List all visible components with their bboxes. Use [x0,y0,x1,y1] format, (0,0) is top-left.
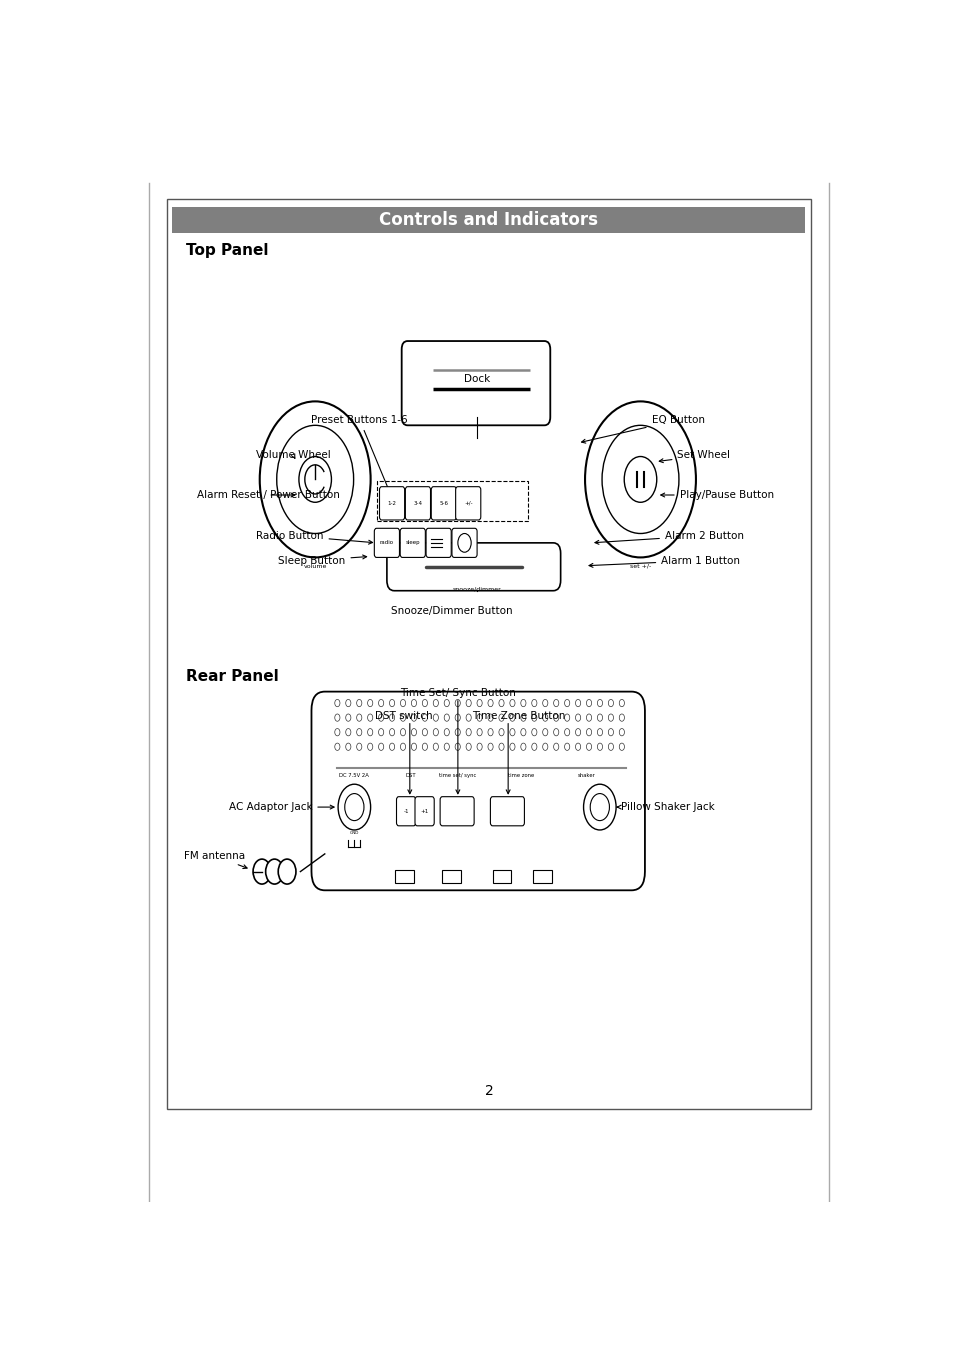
Bar [442,870,460,884]
FancyBboxPatch shape [379,486,404,520]
Text: Time Zone Button: Time Zone Button [472,711,564,720]
Circle shape [584,401,695,558]
Text: Sleep Button: Sleep Button [278,555,366,566]
FancyBboxPatch shape [456,486,480,520]
Text: snooze/dimmer: snooze/dimmer [453,586,501,592]
Bar [167,199,810,1109]
Text: time set/ sync: time set/ sync [438,773,476,778]
Circle shape [253,859,271,884]
Text: Alarm 2 Button: Alarm 2 Button [595,531,743,544]
Text: FM antenna: FM antenna [184,851,247,869]
Text: radio: radio [379,540,394,546]
Text: Volume Wheel: Volume Wheel [255,450,331,461]
Text: Alarm Reset / Power Button: Alarm Reset / Power Button [196,490,339,500]
Circle shape [590,793,609,820]
FancyBboxPatch shape [311,692,644,890]
Text: +1: +1 [420,809,428,813]
Bar [172,207,804,232]
Circle shape [259,401,370,558]
Text: DST: DST [406,773,416,778]
Text: Alarm 1 Button: Alarm 1 Button [588,555,740,567]
FancyBboxPatch shape [400,528,425,558]
FancyBboxPatch shape [387,543,560,590]
Text: Dock: Dock [463,374,490,384]
Text: Snooze/Dimmer Button: Snooze/Dimmer Button [391,607,512,616]
FancyBboxPatch shape [396,797,416,825]
Bar [492,870,511,884]
Text: Time Set/ Sync Button: Time Set/ Sync Button [399,688,516,698]
Text: Play/Pause Button: Play/Pause Button [660,490,773,500]
Text: -1: -1 [403,809,409,813]
Text: time zone: time zone [507,773,534,778]
Circle shape [278,859,295,884]
Bar [533,870,551,884]
Circle shape [298,457,331,503]
Text: 2: 2 [484,1084,493,1098]
FancyBboxPatch shape [452,528,476,558]
Text: Set Wheel: Set Wheel [659,450,730,462]
Circle shape [601,426,679,534]
FancyBboxPatch shape [401,340,550,426]
Text: 3-4: 3-4 [413,501,422,505]
Text: GND: GND [350,831,358,835]
Text: volume: volume [303,563,327,569]
Text: sleep: sleep [405,540,419,546]
Circle shape [583,784,616,830]
Circle shape [337,784,370,830]
Text: DC 7.5V 2A: DC 7.5V 2A [339,773,369,778]
Text: set +/-: set +/- [629,563,651,569]
Text: Controls and Indicators: Controls and Indicators [379,211,598,228]
Text: Rear Panel: Rear Panel [186,669,278,684]
FancyBboxPatch shape [405,486,430,520]
Text: Radio Button: Radio Button [255,531,373,544]
Circle shape [276,426,354,534]
Text: shaker: shaker [577,773,595,778]
FancyBboxPatch shape [439,797,474,825]
FancyBboxPatch shape [426,528,451,558]
Text: 1-2: 1-2 [387,501,396,505]
Text: AC Adaptor Jack: AC Adaptor Jack [229,802,334,812]
Text: Top Panel: Top Panel [186,243,268,258]
Bar [376,481,528,521]
Circle shape [344,793,364,820]
Text: DST switch: DST switch [375,711,433,720]
Circle shape [265,859,283,884]
Text: +/-: +/- [463,501,472,505]
Text: Pillow Shaker Jack: Pillow Shaker Jack [617,802,714,812]
FancyBboxPatch shape [415,797,434,825]
Text: Preset Buttons 1-6: Preset Buttons 1-6 [311,415,408,505]
FancyBboxPatch shape [431,486,456,520]
FancyBboxPatch shape [490,797,524,825]
FancyBboxPatch shape [374,528,399,558]
Text: 5-6: 5-6 [439,501,448,505]
Bar [395,870,413,884]
Text: EQ Button: EQ Button [581,415,704,443]
Circle shape [623,457,656,503]
